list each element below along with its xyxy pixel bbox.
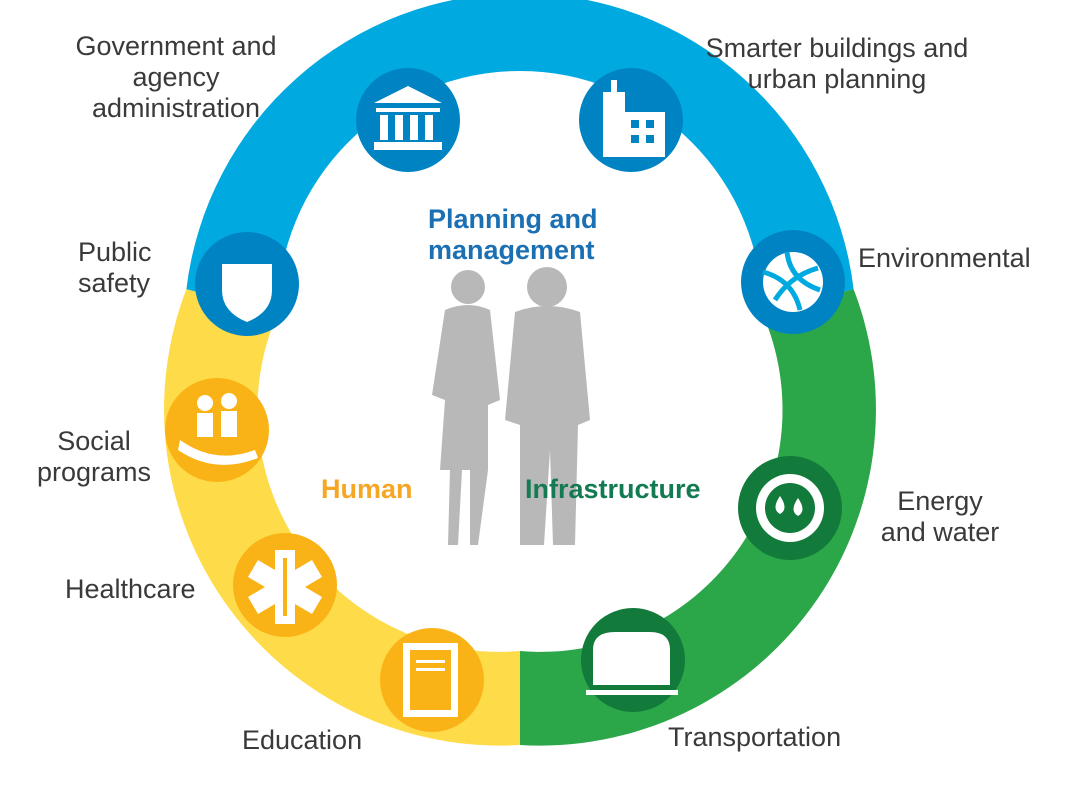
label-education: Education [242,725,363,755]
center-label-planning: Planning and management [428,204,598,266]
label-transportation: Transportation [668,722,842,752]
family-hands-icon [165,378,269,482]
train-icon [581,608,685,712]
energy-water-icon [738,456,842,560]
center-label-human: Human [321,474,413,504]
label-healthcare: Healthcare [65,574,196,604]
ring-segment-infrastructure [520,289,876,746]
people-silhouette [432,267,590,545]
label-environmental: Environmental [858,243,1031,273]
label-energy: Energy and water [880,486,1000,547]
environment-leaves-icon [741,230,845,334]
label-social: Social programs [36,426,152,487]
label-government: Government and agency administration [75,31,277,123]
medical-star-icon [233,533,337,637]
man-silhouette [505,267,590,545]
book-icon [380,628,484,732]
center-label-planning-line: Planning and [428,204,598,234]
label-buildings: Smarter buildings and urban planning [705,33,969,94]
smart-building-icon [579,68,683,172]
center-label-infrastructure: Infrastructure [525,474,701,504]
center-label-planning-line: management [428,235,595,265]
ring-segment-planning [186,0,854,314]
woman-silhouette [432,270,500,545]
label-safety: Public safety [78,237,152,298]
police-badge-icon [195,232,299,336]
government-building-icon [356,68,460,172]
